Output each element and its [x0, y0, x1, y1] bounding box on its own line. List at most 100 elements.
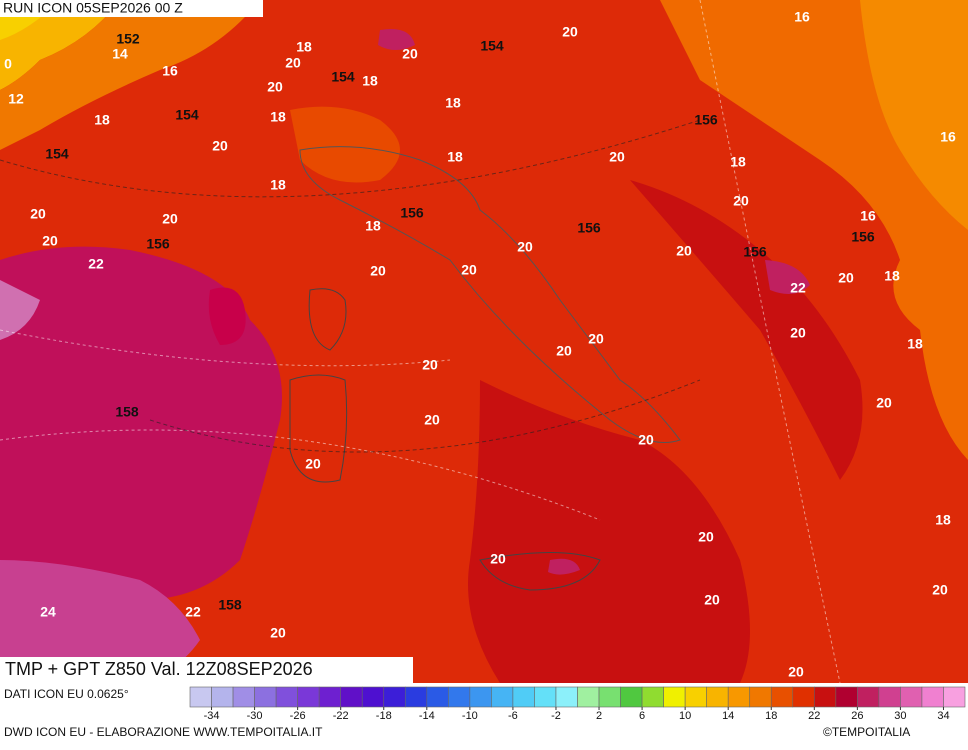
- temperature-label: 20: [932, 582, 948, 598]
- colorbar-swatch: [641, 686, 664, 708]
- temperature-label: 20: [790, 325, 806, 341]
- colorbar-swatch: [921, 686, 944, 708]
- colorbar-swatch: [663, 686, 686, 708]
- geopotential-label: 154: [480, 38, 504, 54]
- geopotential-label: 152: [116, 31, 140, 47]
- temperature-label: 16: [940, 129, 956, 145]
- colorbar-swatch: [189, 686, 212, 708]
- temperature-label: 20: [270, 625, 286, 641]
- temperature-label: 20: [422, 357, 438, 373]
- temperature-label: 12: [8, 91, 24, 107]
- temperature-label: 20: [212, 138, 228, 154]
- geopotential-label: 156: [743, 244, 767, 260]
- colorbar-tick-label: 14: [722, 710, 734, 722]
- temperature-label: 20: [676, 243, 692, 259]
- colorbar-swatch: [900, 686, 923, 708]
- colorbar-swatch: [555, 686, 578, 708]
- geopotential-label: 156: [694, 112, 718, 128]
- temperature-label: 16: [162, 63, 178, 79]
- temperature-label: 20: [424, 412, 440, 428]
- temperature-label: 20: [305, 456, 321, 472]
- temperature-label: 18: [270, 177, 286, 193]
- colorbar-swatch: [534, 686, 557, 708]
- temperature-label: 18: [362, 73, 378, 89]
- source-text: DATI ICON EU 0.0625°: [4, 687, 129, 701]
- colorbar-tick-label: -30: [247, 710, 263, 722]
- temperature-label: 0: [4, 56, 12, 72]
- colorbar-swatch: [232, 686, 255, 708]
- temperature-label: 18: [270, 109, 286, 125]
- temperature-label: 20: [704, 592, 720, 608]
- temperature-label: 20: [162, 211, 178, 227]
- temperature-label: 18: [447, 149, 463, 165]
- colorbar-swatch: [404, 686, 428, 708]
- temperature-label: 20: [788, 664, 804, 680]
- colorbar-swatch: [426, 686, 449, 708]
- colorbar-tick-label: 26: [851, 710, 863, 722]
- geopotential-label: 154: [331, 69, 355, 85]
- colorbar-swatch: [577, 686, 600, 708]
- temperature-label: 20: [556, 343, 572, 359]
- colorbar-tick-label: 18: [765, 710, 777, 722]
- colorbar-swatch: [878, 686, 901, 708]
- geopotential-label: 156: [146, 236, 170, 252]
- colorbar-swatch: [835, 686, 858, 708]
- brand-text: ©TEMPOITALIA: [823, 725, 910, 739]
- colorbar-swatch: [318, 686, 341, 708]
- colorbar-tick-label: -10: [462, 710, 478, 722]
- colorbar-tick-label: -6: [508, 710, 518, 722]
- temperature-label: 20: [876, 395, 892, 411]
- colorbar-tick-label: -26: [290, 710, 306, 722]
- temperature-label: 20: [698, 529, 714, 545]
- colorbar-swatch: [211, 686, 234, 708]
- colorbar-tick-label: -34: [204, 710, 220, 722]
- geopotential-label: 154: [175, 107, 199, 123]
- temperature-label: 16: [860, 208, 876, 224]
- colorbar-swatch: [254, 686, 277, 708]
- temperature-label: 22: [185, 604, 201, 620]
- temperature-label: 14: [112, 46, 128, 62]
- colorbar-swatch: [814, 686, 837, 708]
- colorbar: -34 -30 -26 -22 -18 -14 -10 -6 -2 2 6 10 14 18 22 26 30 3…: [189, 686, 966, 722]
- temperature-label: 18: [94, 112, 110, 128]
- run-box: [0, 0, 263, 17]
- colorbar-tick-label: 6: [639, 710, 645, 722]
- temperature-label: 20: [638, 432, 654, 448]
- geopotential-label: 156: [400, 205, 424, 221]
- temperature-label: 18: [296, 39, 312, 55]
- colorbar-swatch: [749, 686, 772, 708]
- title-box: [0, 657, 413, 683]
- colorbar-swatch: [340, 686, 363, 708]
- contour-labels: 20 16 14 0 18 20 20 16 18 20 12 18 18 18 16 20 18 20 18 18 2…: [4, 9, 956, 680]
- temperature-label: 20: [402, 46, 418, 62]
- temperature-label: 22: [88, 256, 104, 272]
- temperature-label: 20: [42, 233, 58, 249]
- temperature-label: 20: [562, 24, 578, 40]
- colorbar-tick-label: 2: [596, 710, 602, 722]
- colorbar-tick-label: 34: [937, 710, 949, 722]
- temperature-label: 18: [884, 268, 900, 284]
- colorbar-swatch: [469, 686, 492, 708]
- temperature-label: 20: [517, 239, 533, 255]
- colorbar-swatch: [684, 686, 707, 708]
- colorbar-swatch: [770, 686, 794, 708]
- temperature-label: 20: [267, 79, 283, 95]
- colorbar-tick-label: -22: [333, 710, 349, 722]
- colorbar-swatch: [275, 686, 298, 708]
- temperature-label: 20: [609, 149, 625, 165]
- temperature-label: 18: [730, 154, 746, 170]
- colorbar-tick-label: -14: [419, 710, 435, 722]
- temperature-label: 22: [790, 280, 806, 296]
- temperature-label: 20: [838, 270, 854, 286]
- geopotential-label: 156: [851, 229, 875, 245]
- map-background: [0, 0, 968, 684]
- colorbar-tick-label: 30: [894, 710, 906, 722]
- temperature-label: 18: [445, 95, 461, 111]
- colorbar-swatch: [383, 686, 406, 708]
- colorbar-swatch: [448, 686, 471, 708]
- geopotential-label: 154: [45, 146, 69, 162]
- geopotential-label: 158: [218, 597, 242, 613]
- colorbar-swatch: [792, 686, 815, 708]
- temperature-label: 18: [907, 336, 923, 352]
- temperature-label: 20: [30, 206, 46, 222]
